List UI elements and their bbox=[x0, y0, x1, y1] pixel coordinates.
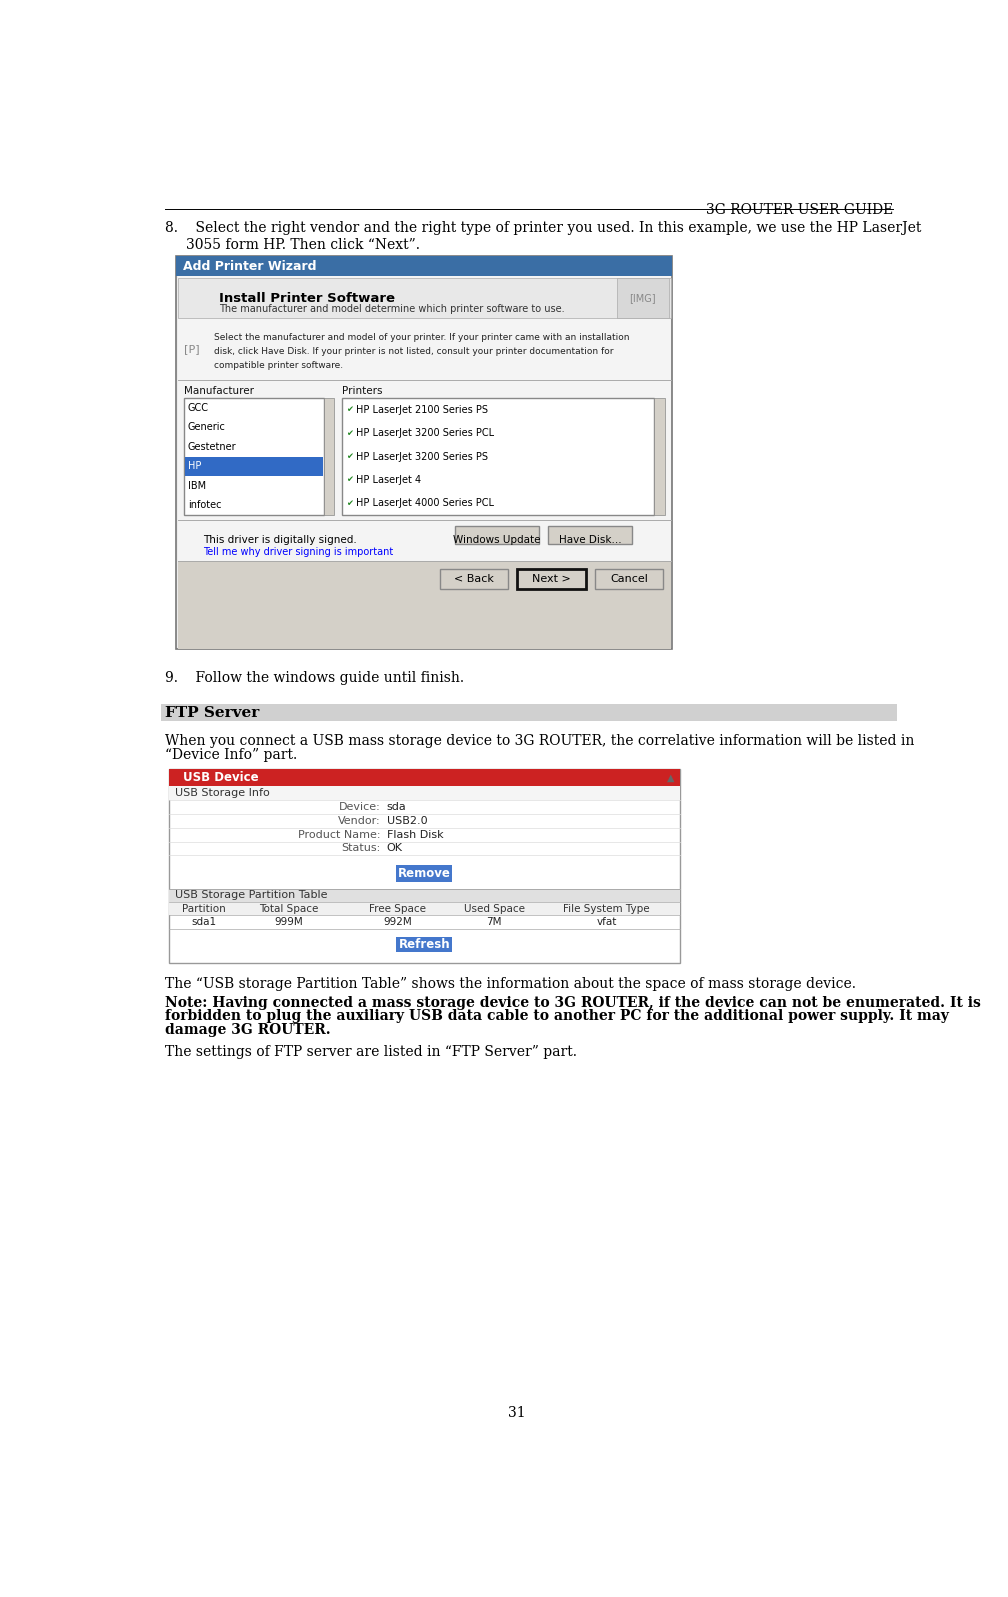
Bar bbox=[168, 770, 680, 786]
Text: Printers: Printers bbox=[343, 386, 383, 396]
Text: Used Space: Used Space bbox=[464, 904, 524, 913]
Text: Total Space: Total Space bbox=[259, 904, 319, 913]
Text: This driver is digitally signed.: This driver is digitally signed. bbox=[204, 535, 357, 545]
Text: Device:: Device: bbox=[339, 802, 380, 811]
Text: 7M: 7M bbox=[487, 917, 502, 928]
Bar bbox=[343, 398, 654, 516]
Bar bbox=[456, 525, 539, 545]
Text: Tell me why driver signing is important: Tell me why driver signing is important bbox=[204, 548, 394, 557]
Bar bbox=[324, 398, 335, 516]
Text: 3G ROUTER USER GUIDE: 3G ROUTER USER GUIDE bbox=[706, 203, 893, 217]
Text: HP LaserJet 3200 Series PS: HP LaserJet 3200 Series PS bbox=[356, 452, 488, 462]
Bar bbox=[176, 257, 672, 648]
Text: HP LaserJet 2100 Series PS: HP LaserJet 2100 Series PS bbox=[356, 404, 488, 415]
Text: USB Device: USB Device bbox=[182, 771, 258, 784]
Bar bbox=[184, 457, 323, 476]
Bar bbox=[161, 704, 897, 722]
Text: ✔: ✔ bbox=[346, 428, 353, 438]
Text: Status:: Status: bbox=[341, 843, 380, 853]
Text: infotec: infotec bbox=[188, 500, 222, 511]
Text: < Back: < Back bbox=[454, 573, 494, 585]
Text: Product Name:: Product Name: bbox=[297, 829, 380, 840]
Text: compatible printer software.: compatible printer software. bbox=[214, 361, 343, 371]
Text: File System Type: File System Type bbox=[563, 904, 650, 913]
Text: damage 3G ROUTER.: damage 3G ROUTER. bbox=[164, 1024, 331, 1036]
Text: USB Storage Partition Table: USB Storage Partition Table bbox=[174, 891, 328, 901]
Text: ✔: ✔ bbox=[346, 476, 353, 484]
Text: The “USB storage Partition Table” shows the information about the space of mass : The “USB storage Partition Table” shows … bbox=[164, 977, 856, 992]
Text: HP LaserJet 4: HP LaserJet 4 bbox=[356, 474, 421, 485]
Text: FTP Server: FTP Server bbox=[164, 706, 259, 720]
Text: GCC: GCC bbox=[188, 402, 209, 412]
Text: Next >: Next > bbox=[532, 573, 571, 585]
Text: USB Storage Info: USB Storage Info bbox=[174, 787, 269, 798]
Text: Partition: Partition bbox=[181, 904, 226, 913]
Text: Flash Disk: Flash Disk bbox=[386, 829, 444, 840]
Text: ✔: ✔ bbox=[346, 406, 353, 414]
Text: vfat: vfat bbox=[597, 917, 617, 928]
Bar bbox=[517, 569, 586, 589]
Text: OK: OK bbox=[386, 843, 402, 853]
Text: sda: sda bbox=[386, 802, 406, 811]
Text: “Device Info” part.: “Device Info” part. bbox=[164, 747, 297, 762]
Text: Windows Update: Windows Update bbox=[454, 535, 541, 545]
Bar bbox=[168, 770, 680, 963]
Text: The manufacturer and model determine which printer software to use.: The manufacturer and model determine whi… bbox=[219, 303, 564, 315]
Bar bbox=[439, 569, 508, 589]
Text: Generic: Generic bbox=[188, 422, 226, 433]
Text: HP LaserJet 4000 Series PCL: HP LaserJet 4000 Series PCL bbox=[356, 498, 494, 508]
Text: Have Disk...: Have Disk... bbox=[558, 535, 622, 545]
Text: HP: HP bbox=[188, 462, 202, 471]
Text: ✔: ✔ bbox=[346, 452, 353, 462]
Text: sda1: sda1 bbox=[191, 917, 216, 928]
Text: 8.    Select the right vendor and the right type of printer you used. In this ex: 8. Select the right vendor and the right… bbox=[164, 220, 921, 235]
Bar bbox=[595, 569, 663, 589]
Bar bbox=[178, 561, 671, 648]
Text: HP LaserJet 3200 Series PCL: HP LaserJet 3200 Series PCL bbox=[356, 428, 494, 438]
Bar bbox=[178, 519, 671, 559]
Text: Vendor:: Vendor: bbox=[338, 816, 380, 826]
Bar bbox=[396, 937, 453, 952]
Text: USB2.0: USB2.0 bbox=[386, 816, 427, 826]
Text: ▲: ▲ bbox=[667, 773, 674, 783]
Text: Refresh: Refresh bbox=[398, 937, 451, 952]
Bar bbox=[178, 276, 671, 647]
Text: IBM: IBM bbox=[188, 481, 206, 490]
Text: Note: Having connected a mass storage device to 3G ROUTER, if the device can not: Note: Having connected a mass storage de… bbox=[164, 995, 981, 1009]
Text: When you connect a USB mass storage device to 3G ROUTER, the correlative informa: When you connect a USB mass storage devi… bbox=[164, 733, 914, 747]
Text: Gestetner: Gestetner bbox=[188, 442, 237, 452]
Text: forbidden to plug the auxiliary USB data cable to another PC for the additional : forbidden to plug the auxiliary USB data… bbox=[164, 1009, 949, 1024]
Bar bbox=[178, 278, 671, 318]
Text: Cancel: Cancel bbox=[610, 573, 648, 585]
Bar bbox=[168, 786, 680, 800]
Text: disk, click Have Disk. If your printer is not listed, consult your printer docum: disk, click Have Disk. If your printer i… bbox=[214, 347, 613, 356]
Text: Install Printer Software: Install Printer Software bbox=[219, 292, 395, 305]
Bar bbox=[617, 278, 669, 318]
Bar bbox=[184, 398, 324, 516]
Text: 999M: 999M bbox=[274, 917, 303, 928]
Text: Manufacturer: Manufacturer bbox=[184, 386, 254, 396]
Bar bbox=[654, 398, 664, 516]
Bar bbox=[548, 525, 632, 545]
Text: [IMG]: [IMG] bbox=[630, 292, 656, 303]
Text: Free Space: Free Space bbox=[369, 904, 425, 913]
Bar bbox=[168, 902, 680, 915]
Text: 31: 31 bbox=[508, 1405, 525, 1420]
Bar bbox=[178, 321, 671, 377]
Bar bbox=[176, 257, 672, 276]
Bar bbox=[396, 864, 453, 882]
Text: [P]: [P] bbox=[184, 343, 200, 353]
Text: 9.    Follow the windows guide until finish.: 9. Follow the windows guide until finish… bbox=[164, 671, 464, 685]
Text: ✔: ✔ bbox=[346, 498, 353, 508]
Text: Remove: Remove bbox=[398, 867, 451, 880]
Text: The settings of FTP server are listed in “FTP Server” part.: The settings of FTP server are listed in… bbox=[164, 1044, 577, 1059]
Text: Add Printer Wizard: Add Printer Wizard bbox=[182, 260, 317, 273]
Text: 992M: 992M bbox=[383, 917, 411, 928]
Text: 3055 form HP. Then click “Next”.: 3055 form HP. Then click “Next”. bbox=[186, 238, 420, 252]
Text: Select the manufacturer and model of your printer. If your printer came with an : Select the manufacturer and model of you… bbox=[214, 334, 629, 342]
Bar bbox=[168, 890, 680, 902]
